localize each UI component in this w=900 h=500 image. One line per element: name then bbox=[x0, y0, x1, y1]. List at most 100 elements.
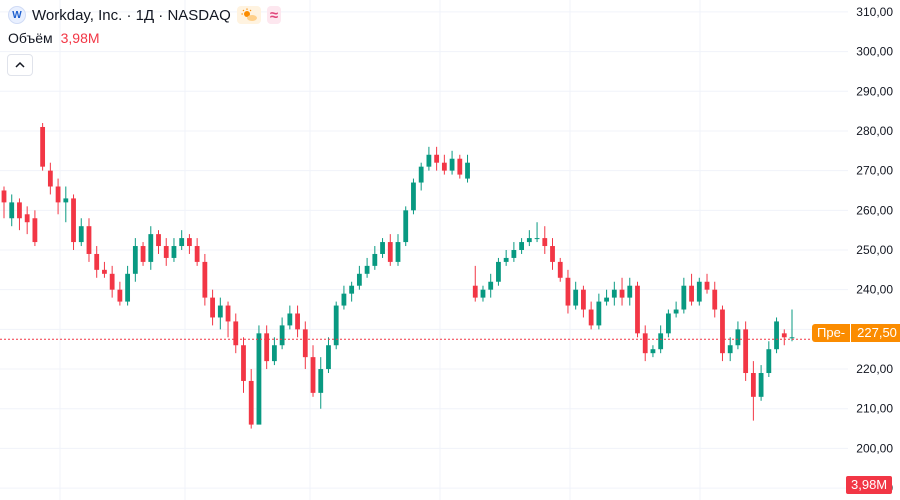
candle[interactable] bbox=[241, 337, 246, 393]
candle[interactable] bbox=[102, 261, 107, 278]
candle[interactable] bbox=[465, 154, 470, 183]
candle[interactable] bbox=[132, 238, 138, 282]
candle[interactable] bbox=[696, 277, 702, 306]
candle[interactable] bbox=[727, 337, 733, 362]
candle[interactable] bbox=[519, 238, 525, 254]
candle[interactable] bbox=[94, 246, 100, 278]
candle[interactable] bbox=[511, 242, 517, 262]
candle[interactable] bbox=[496, 257, 501, 286]
candle[interactable] bbox=[789, 309, 795, 342]
candle[interactable] bbox=[387, 234, 393, 266]
candle[interactable] bbox=[542, 226, 548, 254]
candle[interactable] bbox=[40, 123, 46, 171]
candle[interactable] bbox=[279, 317, 285, 350]
candle[interactable] bbox=[681, 277, 687, 314]
candle[interactable] bbox=[356, 265, 362, 290]
candle[interactable] bbox=[32, 210, 38, 247]
candle[interactable] bbox=[140, 242, 146, 266]
candle[interactable] bbox=[588, 301, 594, 330]
candle[interactable] bbox=[750, 361, 756, 421]
collapse-button[interactable] bbox=[7, 54, 33, 76]
candle[interactable] bbox=[326, 337, 331, 374]
candle[interactable] bbox=[109, 265, 115, 298]
candle[interactable] bbox=[295, 305, 300, 338]
candle[interactable] bbox=[480, 285, 486, 302]
symbol-header[interactable]: W Workday, Inc. · 1Д · NASDAQ ≈ bbox=[8, 4, 282, 26]
candle[interactable] bbox=[604, 289, 609, 306]
candle[interactable] bbox=[248, 369, 254, 429]
candle[interactable] bbox=[581, 285, 586, 318]
candle[interactable] bbox=[233, 313, 239, 354]
candle[interactable] bbox=[650, 345, 656, 358]
candle[interactable] bbox=[472, 265, 478, 302]
candle[interactable] bbox=[318, 357, 324, 409]
candle[interactable] bbox=[395, 234, 401, 266]
candle[interactable] bbox=[434, 146, 440, 171]
candle[interactable] bbox=[689, 273, 694, 306]
candle[interactable] bbox=[565, 269, 571, 314]
candle[interactable] bbox=[24, 206, 30, 235]
sun-cloud-icon[interactable] bbox=[236, 6, 261, 24]
candle[interactable] bbox=[210, 289, 215, 326]
candle[interactable] bbox=[534, 222, 540, 243]
candle[interactable] bbox=[403, 206, 409, 247]
wave-icon[interactable]: ≈ bbox=[266, 6, 282, 24]
candle[interactable] bbox=[310, 345, 316, 397]
candle[interactable] bbox=[117, 281, 123, 306]
candle[interactable] bbox=[758, 365, 764, 401]
candle[interactable] bbox=[418, 162, 424, 191]
candle[interactable] bbox=[264, 325, 270, 370]
candle[interactable] bbox=[179, 230, 185, 250]
candle[interactable] bbox=[163, 238, 169, 266]
candle[interactable] bbox=[596, 293, 602, 330]
candle[interactable] bbox=[611, 281, 617, 306]
candle[interactable] bbox=[426, 146, 432, 171]
candle[interactable] bbox=[441, 154, 447, 175]
candle[interactable] bbox=[187, 234, 192, 254]
candle[interactable] bbox=[774, 317, 779, 354]
candle[interactable] bbox=[47, 162, 53, 195]
candle[interactable] bbox=[372, 246, 378, 270]
candle[interactable] bbox=[673, 301, 679, 318]
candle[interactable] bbox=[171, 238, 177, 262]
candle[interactable] bbox=[766, 341, 772, 377]
candle[interactable] bbox=[557, 257, 563, 282]
candle[interactable] bbox=[125, 265, 131, 306]
candle[interactable] bbox=[349, 281, 355, 302]
candle[interactable] bbox=[619, 277, 625, 306]
candle[interactable] bbox=[156, 230, 161, 254]
candle[interactable] bbox=[287, 305, 293, 330]
candle[interactable] bbox=[1, 186, 7, 219]
candle[interactable] bbox=[341, 285, 347, 310]
candle[interactable] bbox=[17, 198, 22, 231]
candle[interactable] bbox=[526, 230, 532, 247]
candle[interactable] bbox=[194, 238, 200, 266]
candle[interactable] bbox=[333, 301, 339, 350]
candle[interactable] bbox=[86, 218, 92, 262]
candle[interactable] bbox=[743, 321, 749, 381]
candle[interactable] bbox=[781, 329, 787, 346]
candle[interactable] bbox=[735, 321, 741, 350]
candle[interactable] bbox=[573, 281, 579, 310]
candle[interactable] bbox=[720, 305, 725, 362]
candle[interactable] bbox=[627, 277, 633, 306]
candle[interactable] bbox=[217, 297, 223, 330]
candle[interactable] bbox=[665, 309, 671, 338]
candle[interactable] bbox=[256, 325, 262, 425]
candle[interactable] bbox=[364, 257, 370, 278]
candle[interactable] bbox=[449, 150, 455, 175]
candle[interactable] bbox=[488, 273, 494, 298]
candle[interactable] bbox=[550, 238, 555, 270]
candle[interactable] bbox=[63, 186, 69, 223]
candle[interactable] bbox=[642, 325, 648, 362]
symbol-title[interactable]: Workday, Inc. · 1Д · NASDAQ bbox=[32, 6, 231, 24]
candle[interactable] bbox=[271, 337, 277, 366]
candle[interactable] bbox=[78, 218, 84, 247]
candle[interactable] bbox=[225, 301, 231, 338]
candle[interactable] bbox=[148, 226, 154, 270]
candle[interactable] bbox=[635, 281, 640, 338]
candle[interactable] bbox=[503, 250, 509, 266]
candle[interactable] bbox=[411, 178, 416, 215]
candle[interactable] bbox=[380, 238, 385, 258]
